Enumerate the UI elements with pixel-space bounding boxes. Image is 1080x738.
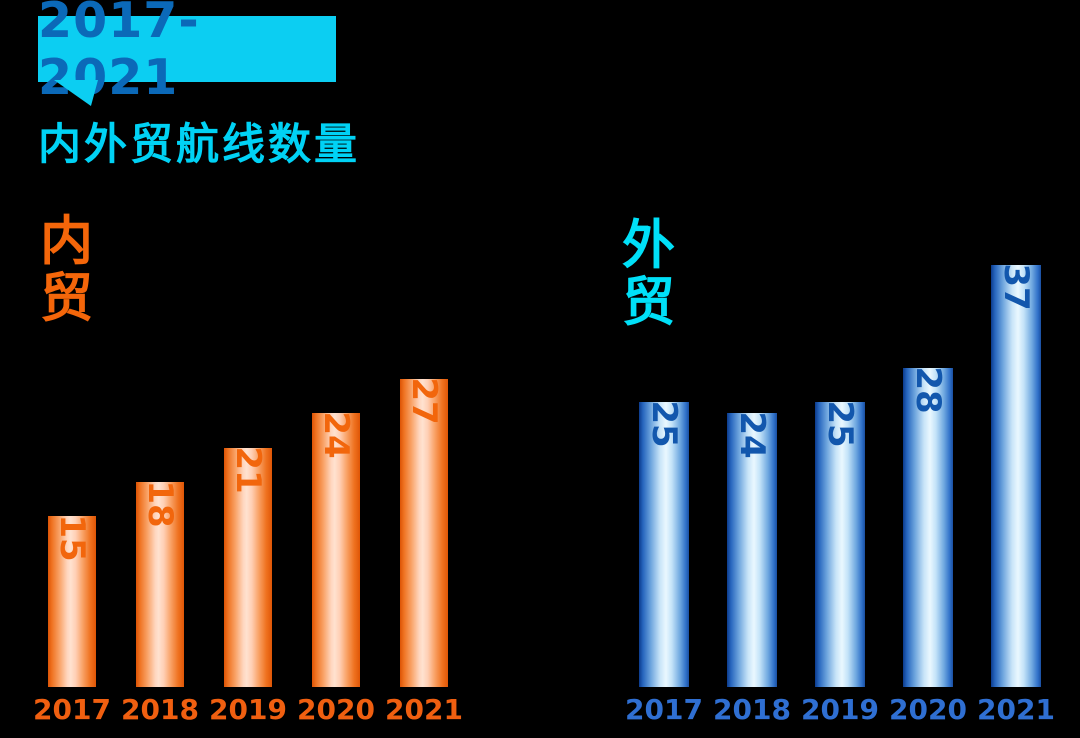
bar-column: 27 2021	[380, 240, 468, 725]
x-axis-label: 2021	[977, 693, 1055, 726]
bar-2017-domestic: 15	[48, 514, 96, 687]
bar-2019-foreign: 25	[815, 400, 865, 687]
bar-2021-foreign: 37	[991, 263, 1041, 687]
bar-2017-foreign: 25	[639, 400, 689, 687]
bar-column: 25 2019	[796, 240, 884, 725]
bar-column: 18 2018	[116, 240, 204, 725]
bar-column: 28 2020	[884, 240, 972, 725]
bar-value-label: 37	[996, 263, 1036, 311]
bar-2020-domestic: 24	[312, 411, 360, 687]
x-axis-label: 2021	[385, 693, 463, 726]
x-axis-label: 2019	[801, 693, 879, 726]
bar-value-label: 21	[228, 446, 268, 494]
bar-value-label: 24	[316, 411, 356, 459]
bar-2018-foreign: 24	[727, 411, 777, 687]
bar-column: 24 2020	[292, 240, 380, 725]
x-axis-label: 2017	[625, 693, 703, 726]
bar-value-label: 25	[820, 400, 860, 448]
domestic-trade-bar-chart: 15 2017 18 2018 21 2019 24 2020 27 2021	[28, 240, 468, 725]
bar-2020-foreign: 28	[903, 366, 953, 687]
bar-column: 21 2019	[204, 240, 292, 725]
bar-value-label: 18	[140, 480, 180, 528]
x-axis-label: 2018	[713, 693, 791, 726]
bar-value-label: 15	[52, 514, 92, 562]
bar-column: 15 2017	[28, 240, 116, 725]
year-range-badge-label: 2017-2021	[38, 0, 200, 106]
bar-2021-domestic: 27	[400, 377, 448, 687]
bar-2018-domestic: 18	[136, 480, 184, 687]
bar-value-label: 24	[732, 411, 772, 459]
bar-column: 37 2021	[972, 240, 1060, 725]
bar-column: 24 2018	[708, 240, 796, 725]
year-range-badge: 2017-2021	[38, 0, 336, 106]
x-axis-label: 2020	[889, 693, 967, 726]
legend-domestic-trade: 内贸	[40, 211, 93, 329]
chart-title: 内外贸航线数量	[38, 120, 360, 170]
bar-value-label: 28	[908, 366, 948, 414]
bar-column: 25 2017	[620, 240, 708, 725]
x-axis-label: 2017	[33, 693, 111, 726]
legend-foreign-trade: 外贸	[622, 215, 675, 333]
x-axis-label: 2020	[297, 693, 375, 726]
bar-value-label: 27	[404, 377, 444, 425]
foreign-trade-bar-chart: 25 2017 24 2018 25 2019 28 2020 37 2021	[620, 240, 1060, 725]
x-axis-label: 2018	[121, 693, 199, 726]
x-axis-label: 2019	[209, 693, 287, 726]
bar-value-label: 25	[644, 400, 684, 448]
bar-2019-domestic: 21	[224, 446, 272, 687]
